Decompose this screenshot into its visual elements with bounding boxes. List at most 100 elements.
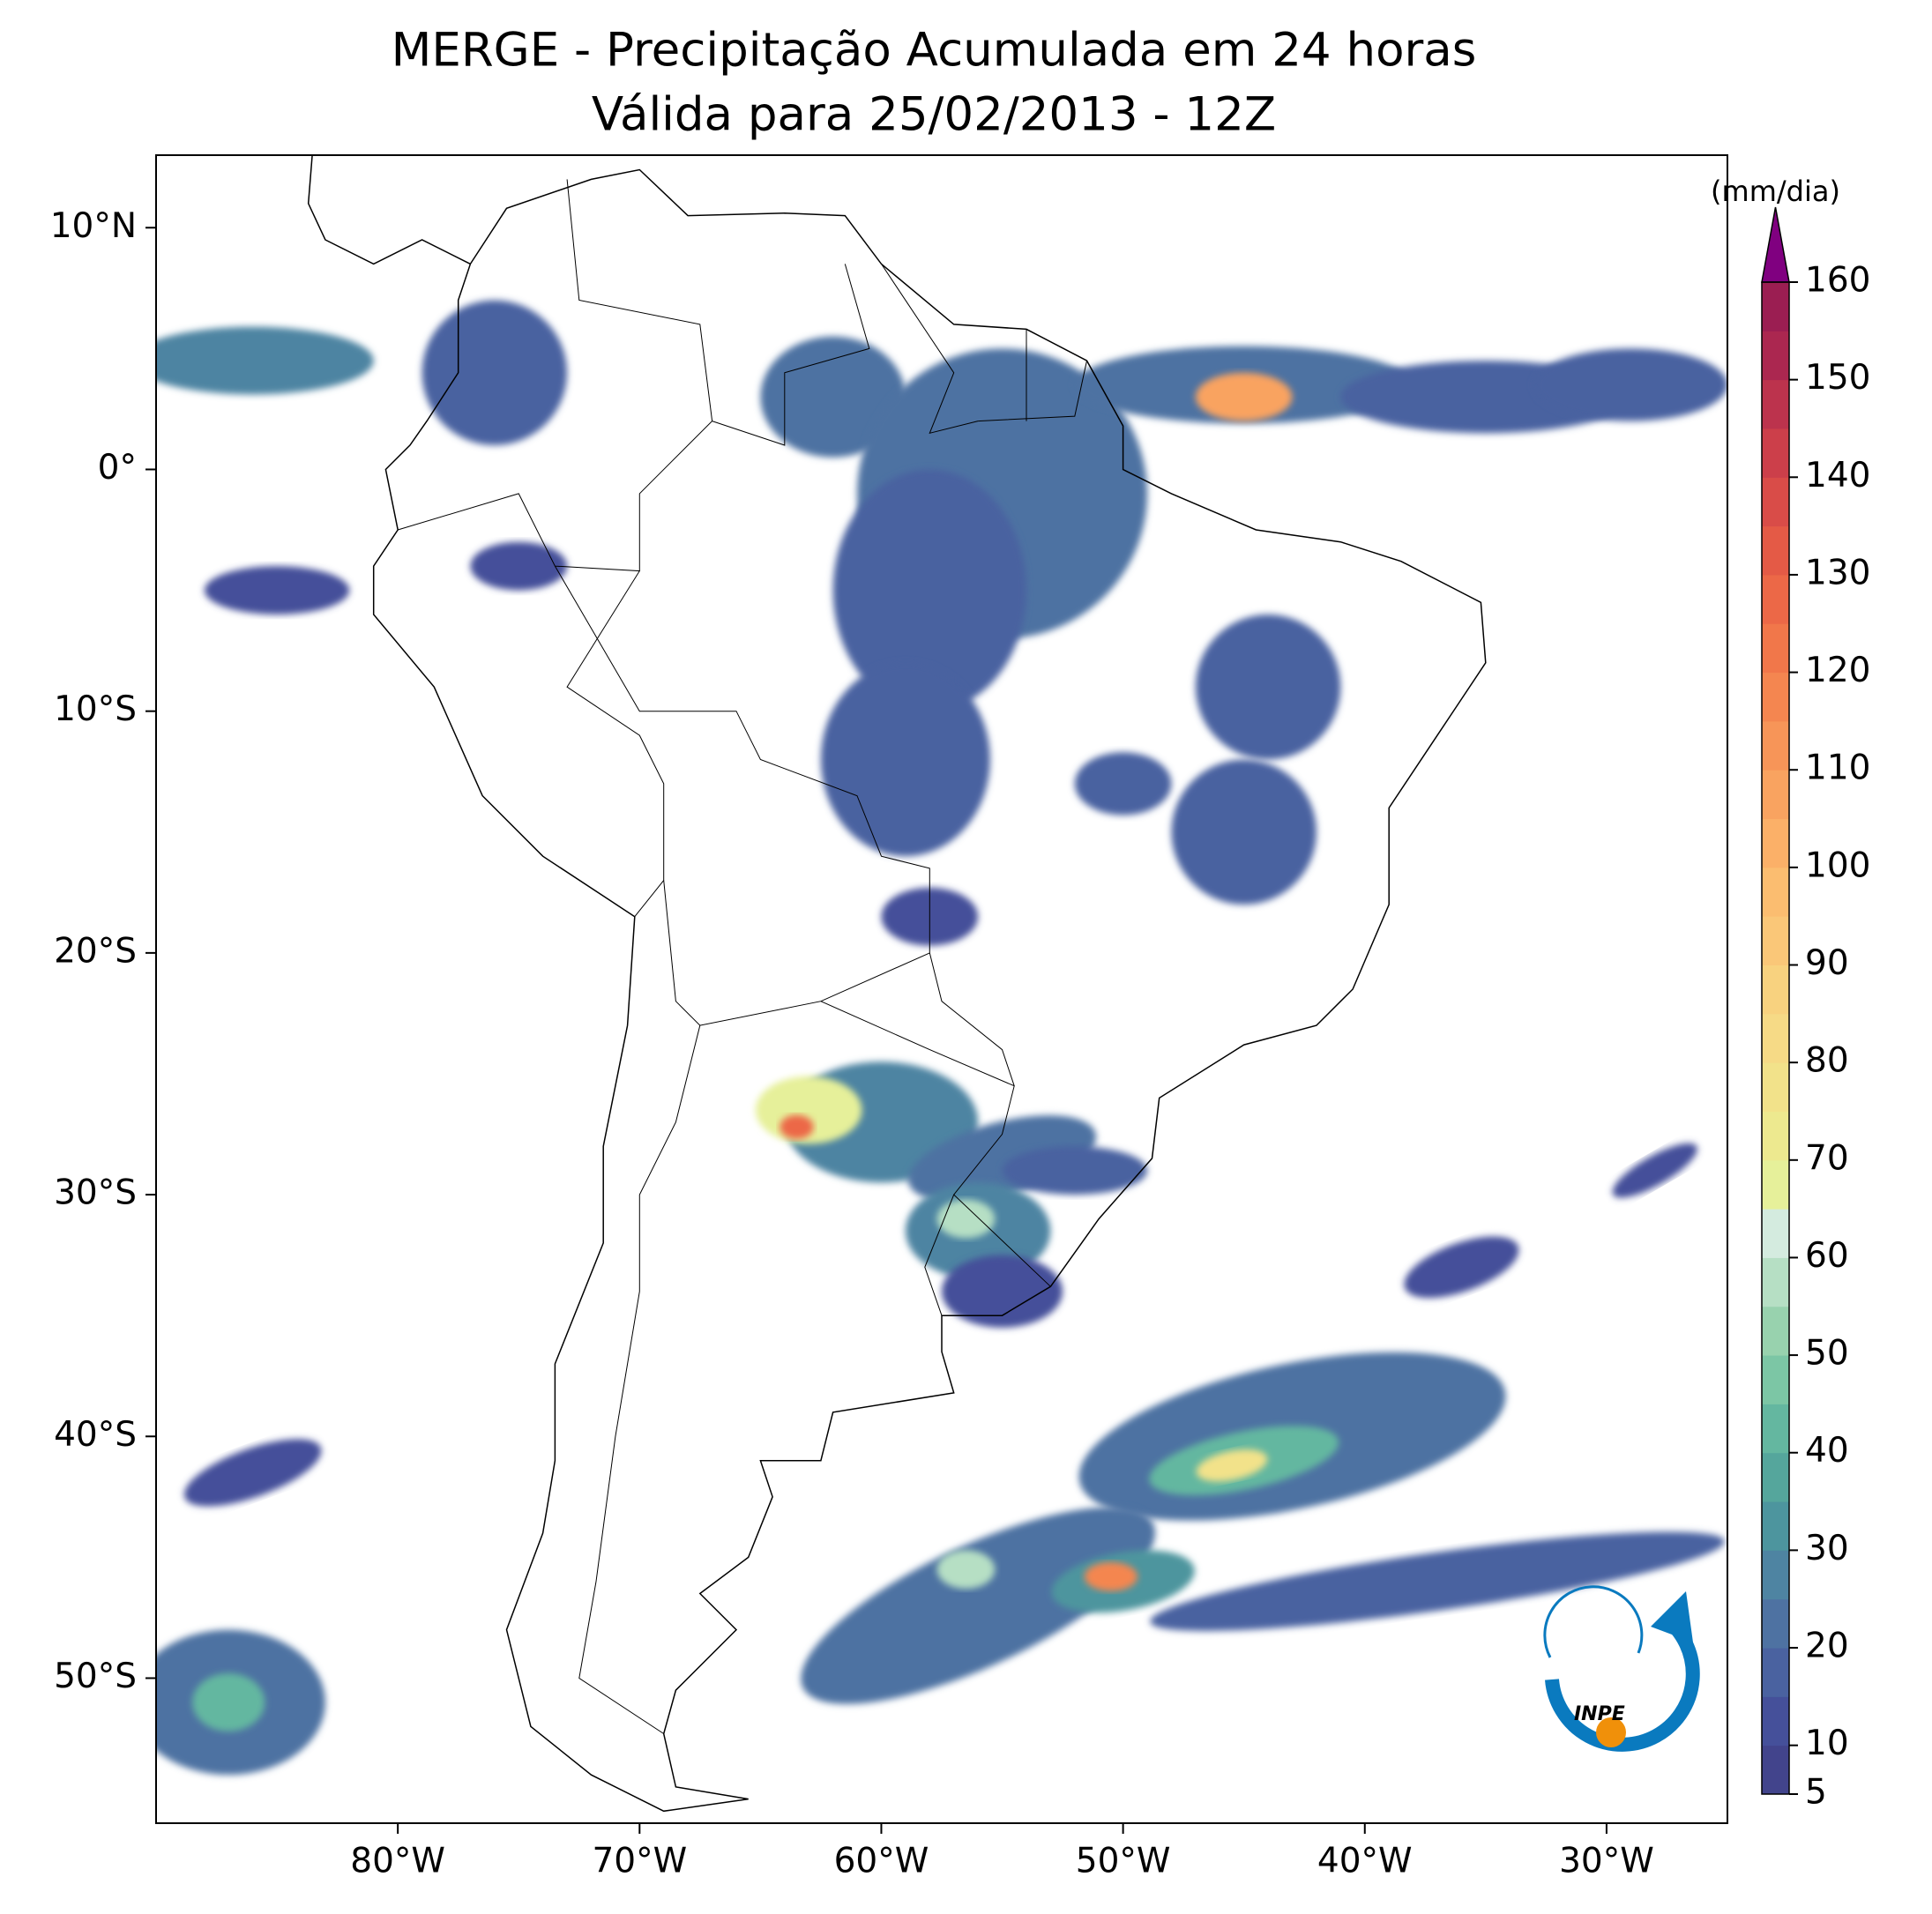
colorbar-tick-label: 5 bbox=[1805, 1773, 1827, 1813]
colorbar-label: (mm/dia) bbox=[1711, 175, 1840, 208]
colorbar-tick-label: 80 bbox=[1805, 1041, 1849, 1081]
precip-area bbox=[192, 1672, 265, 1732]
colorbar-band bbox=[1762, 672, 1789, 722]
colorbar-tick-label: 30 bbox=[1805, 1529, 1849, 1568]
border bbox=[566, 179, 713, 571]
x-tick-label: 60°W bbox=[834, 1842, 929, 1881]
colorbar-band bbox=[1762, 720, 1789, 771]
precip-area bbox=[1074, 752, 1172, 815]
precip-area bbox=[1171, 759, 1317, 905]
colorbar-band bbox=[1762, 1745, 1789, 1795]
y-tick-label: 0° bbox=[98, 448, 137, 488]
colorbar-band bbox=[1762, 867, 1789, 917]
colorbar-band bbox=[1762, 525, 1789, 576]
x-tick-label: 70°W bbox=[592, 1842, 687, 1881]
logo-text: INPE bbox=[1574, 1703, 1625, 1725]
colorbar-band bbox=[1762, 1550, 1789, 1600]
colorbar-band bbox=[1762, 379, 1789, 429]
colorbar-tick-label: 140 bbox=[1805, 456, 1870, 495]
y-tick-label: 10°N bbox=[50, 206, 137, 246]
colorbar-band bbox=[1762, 1452, 1789, 1502]
colorbar-tick-label: 60 bbox=[1805, 1236, 1849, 1276]
precip-area bbox=[1195, 372, 1293, 421]
colorbar-band bbox=[1762, 1062, 1789, 1112]
colorbar-tick-label: 100 bbox=[1805, 845, 1870, 885]
precip-area bbox=[1196, 1449, 1268, 1482]
logo-arc bbox=[1545, 1612, 1700, 1752]
colorbar-band bbox=[1762, 1696, 1789, 1746]
colorbar-tick-label: 150 bbox=[1805, 358, 1870, 398]
y-tick-label: 40°S bbox=[54, 1415, 137, 1455]
colorbar-band bbox=[1762, 1598, 1789, 1649]
precip-area bbox=[183, 1439, 322, 1507]
colorbar-band bbox=[1762, 964, 1789, 1015]
colorbar-band bbox=[1762, 1306, 1789, 1356]
x-tick-label: 50°W bbox=[1076, 1842, 1171, 1881]
precip-area bbox=[1084, 1561, 1138, 1591]
logo-arrow bbox=[1651, 1591, 1693, 1642]
logo: INPE bbox=[1543, 1585, 1700, 1752]
precip-area bbox=[832, 469, 1026, 711]
colorbar-tick-label: 120 bbox=[1805, 651, 1870, 690]
colorbar-tick-label: 110 bbox=[1805, 748, 1870, 788]
y-tick-label: 50°S bbox=[54, 1657, 137, 1696]
colorbar-band bbox=[1762, 1257, 1789, 1307]
border bbox=[924, 1194, 955, 1316]
precip-area bbox=[780, 1114, 814, 1140]
colorbar-band bbox=[1762, 574, 1789, 624]
colorbar-tick-label: 40 bbox=[1805, 1431, 1849, 1471]
colorbar-band bbox=[1762, 1355, 1789, 1404]
chart-subtitle: Válida para 25/02/2013 - 12Z bbox=[592, 88, 1276, 142]
colorbar-tick-label: 20 bbox=[1805, 1627, 1849, 1666]
precip-area bbox=[1533, 348, 1727, 421]
colorbar-tick-label: 90 bbox=[1805, 943, 1849, 983]
colorbar-tick-label: 160 bbox=[1805, 261, 1870, 301]
colorbar-band bbox=[1762, 477, 1789, 527]
colorbar-band bbox=[1762, 916, 1789, 966]
coastline bbox=[307, 155, 471, 265]
colorbar-band bbox=[1762, 818, 1789, 868]
border bbox=[712, 264, 870, 446]
colorbar-band bbox=[1762, 1501, 1789, 1551]
precip-area bbox=[1002, 1146, 1148, 1195]
border bbox=[578, 1024, 701, 1734]
precip-area bbox=[1612, 1143, 1697, 1198]
logo-sun bbox=[1596, 1717, 1626, 1747]
x-tick-label: 40°W bbox=[1317, 1842, 1413, 1881]
border bbox=[398, 493, 665, 918]
precip-area bbox=[942, 1255, 1063, 1328]
precip-area bbox=[1150, 1531, 1725, 1631]
colorbar-band bbox=[1762, 1648, 1789, 1697]
colorbar-frame bbox=[1761, 281, 1790, 1795]
colorbar-band bbox=[1762, 282, 1789, 331]
chart-title: MERGE - Precipitação Acumulada em 24 hor… bbox=[392, 24, 1477, 78]
x-tick-label: 80°W bbox=[350, 1842, 445, 1881]
colorbar-band bbox=[1762, 428, 1789, 478]
colorbar-band bbox=[1762, 770, 1789, 820]
colorbar-tick-label: 10 bbox=[1805, 1724, 1849, 1763]
coastline bbox=[372, 168, 1487, 1813]
precip-area bbox=[1404, 1236, 1519, 1299]
border bbox=[929, 952, 1015, 1086]
colorbar-band bbox=[1762, 1013, 1789, 1063]
colorbar-band bbox=[1762, 623, 1789, 674]
precip-area bbox=[801, 1507, 1155, 1704]
border bbox=[554, 565, 930, 1026]
precip-area bbox=[470, 541, 568, 591]
border bbox=[978, 360, 1087, 422]
precip-area bbox=[1195, 614, 1341, 760]
precip-area bbox=[421, 300, 568, 446]
precip-area bbox=[820, 662, 990, 857]
colorbar-band bbox=[1762, 1404, 1789, 1454]
precip-area bbox=[204, 566, 350, 614]
precip-area bbox=[760, 336, 906, 458]
border bbox=[881, 264, 979, 435]
colorbar-band bbox=[1762, 1159, 1789, 1210]
precip-area bbox=[936, 1199, 996, 1239]
map-frame bbox=[155, 154, 1728, 1824]
logo-ring bbox=[1543, 1585, 1644, 1658]
colorbar-tick-label: 50 bbox=[1805, 1334, 1849, 1374]
colorbar-tick-label: 70 bbox=[1805, 1138, 1849, 1178]
colorbar-band bbox=[1762, 1111, 1789, 1161]
